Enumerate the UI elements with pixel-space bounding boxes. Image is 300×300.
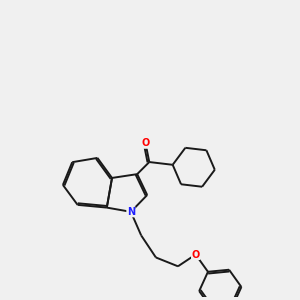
Text: N: N xyxy=(127,207,135,217)
Text: O: O xyxy=(191,250,200,260)
Text: O: O xyxy=(141,138,150,148)
